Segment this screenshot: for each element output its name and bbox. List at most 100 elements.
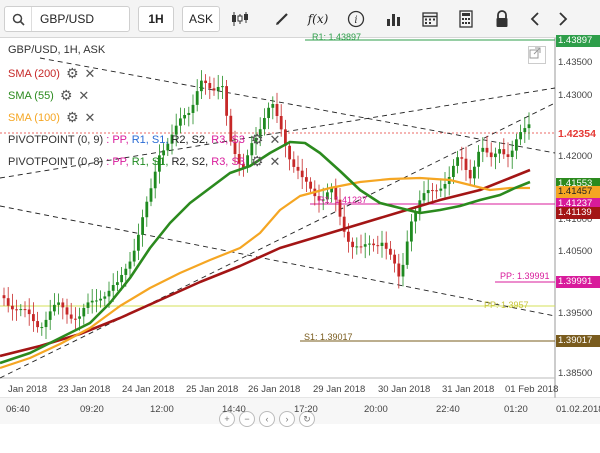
candle-body (422, 193, 426, 201)
lock-icon[interactable] (488, 6, 516, 32)
calculator-icon[interactable] (452, 6, 480, 32)
date-tick: 30 Jan 2018 (378, 384, 431, 395)
gear-icon[interactable]: ⚙ (59, 87, 73, 103)
chart-title: GBP/USD, 1H, ASK (8, 44, 105, 56)
candle-body (48, 311, 52, 320)
candle-body (69, 314, 73, 319)
price-tick: 1.41000 (558, 214, 593, 225)
candle-body (393, 254, 396, 264)
reset-zoom-icon[interactable]: ↻ (299, 411, 315, 427)
legend-pivot2[interactable]: PIVOTPOINT (0, 8) : PP, R1, S1, R2, S2, … (8, 153, 280, 170)
candle-body (57, 302, 60, 305)
info-icon[interactable]: i (342, 6, 370, 32)
date-tick: 24 Jan 2018 (122, 384, 175, 395)
candle-body (15, 309, 18, 311)
gear-icon[interactable]: ⚙ (250, 131, 264, 147)
legend-sma100[interactable]: SMA (100) ⚙ ✕ (8, 109, 95, 126)
price-side-button[interactable]: ASK (182, 6, 220, 32)
candle-body (464, 158, 468, 170)
label-top: R1: 1.43897 (312, 32, 362, 42)
date-tick: 26 Jan 2018 (248, 384, 301, 395)
scroll-left-icon[interactable]: ‹ (259, 411, 275, 427)
symbol-field[interactable]: GBP/USD (4, 6, 130, 32)
legend-sma55[interactable]: SMA (55) ⚙ ✕ (8, 87, 89, 104)
candle-body (489, 152, 493, 158)
candle-body (208, 83, 212, 89)
timeframe-button[interactable]: 1H (138, 6, 174, 32)
close-icon[interactable]: ✕ (78, 87, 90, 103)
legend-sma200[interactable]: SMA (200) ⚙ ✕ (8, 65, 95, 82)
candle-body (11, 305, 14, 310)
legend-pivot1[interactable]: PIVOTPOINT (0, 9) : PP, R1, S1, R2, S2, … (8, 131, 280, 148)
price-tick: 1.43000 (558, 90, 593, 101)
candle-body (103, 296, 107, 299)
price-tick: 1.43500 (558, 57, 593, 68)
candle-body (86, 302, 90, 308)
close-icon[interactable]: ✕ (84, 65, 96, 81)
gear-icon[interactable]: ⚙ (250, 153, 264, 169)
bar-chart-icon[interactable] (380, 6, 408, 32)
zoom-out-icon[interactable]: − (239, 411, 255, 427)
candle-body (40, 327, 44, 329)
chevron-right-icon[interactable] (552, 6, 574, 32)
chevron-left-icon[interactable] (524, 6, 546, 32)
candle-body (204, 80, 207, 84)
gear-icon[interactable]: ⚙ (65, 109, 79, 125)
candle-body (305, 177, 308, 182)
candle-body (132, 250, 136, 262)
candle-body (431, 190, 434, 192)
candlestick-icon[interactable] (226, 6, 254, 32)
candle-body (485, 147, 489, 153)
candle-body (153, 171, 157, 189)
indicator-button[interactable]: f(x) (307, 12, 329, 26)
scroll-right-icon[interactable]: › (279, 411, 295, 427)
candle-body (519, 132, 522, 140)
candle-body (300, 170, 304, 178)
candle-body (351, 241, 354, 248)
legend-pivot2-label: PIVOTPOINT (0, 8) (8, 155, 104, 168)
legend-pp: PP, (112, 155, 129, 168)
time-tick: 14:40 (222, 404, 246, 415)
candle-body (279, 116, 283, 130)
close-icon[interactable]: ✕ (84, 109, 96, 125)
candle-body (221, 86, 224, 88)
close-icon[interactable]: ✕ (269, 153, 281, 169)
legend-r1: R1, (131, 155, 149, 168)
price-chart[interactable]: GBP/USD, 1H, ASK SMA (200) ⚙ ✕ SMA (55) ⚙… (0, 32, 600, 453)
close-icon[interactable]: ✕ (269, 131, 281, 147)
candle-body (355, 246, 359, 248)
candle-body (195, 91, 199, 105)
candle-body (237, 154, 241, 164)
search-icon (5, 7, 32, 31)
candle-body (414, 211, 417, 222)
candle-body (233, 141, 237, 155)
candle-body (124, 268, 128, 275)
legend-r3: R3, (211, 155, 229, 168)
time-tick: 09:20 (80, 404, 104, 415)
trendline-lower-channel (0, 102, 556, 379)
pencil-icon[interactable] (268, 6, 296, 32)
time-tick: 20:00 (364, 404, 388, 415)
candle-body (321, 199, 325, 201)
candle-body (338, 199, 342, 217)
candle-body (443, 184, 447, 189)
legend-s1: S1, (151, 155, 169, 168)
candle-body (439, 188, 443, 191)
legend-sep: : (106, 133, 110, 146)
chart-canvas[interactable] (0, 38, 600, 453)
candle-body (166, 143, 170, 151)
candle-body (347, 231, 350, 242)
zoom-in-icon[interactable]: + (219, 411, 235, 427)
candle-body (82, 307, 86, 317)
legend-s3: S3 (231, 133, 245, 146)
candle-body (174, 125, 178, 135)
candle-body (250, 143, 254, 156)
legend-r2: R2, (171, 155, 189, 168)
sma55-line (0, 140, 531, 365)
calendar-icon[interactable] (416, 6, 444, 32)
price-tag-top: 1.43897 (556, 35, 600, 47)
gear-icon[interactable]: ⚙ (65, 65, 79, 81)
candle-body (32, 314, 35, 322)
popout-icon[interactable] (528, 46, 546, 64)
candle-body (149, 188, 153, 202)
